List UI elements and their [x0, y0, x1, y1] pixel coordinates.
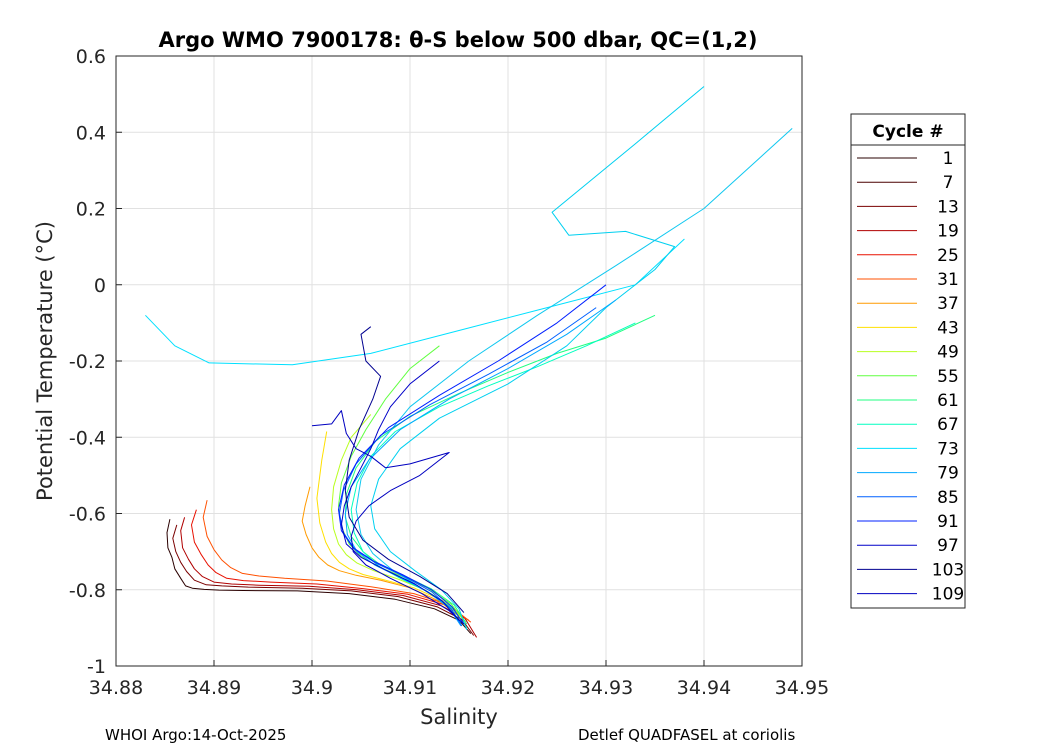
legend-label: 109: [932, 585, 964, 605]
x-tick-label: 34.94: [677, 677, 731, 699]
legend-entries: 1 7 13 19 25 31 37 43 49 55 61 67 73 79 85 91 97 103 109: [857, 149, 964, 605]
legend-label: 19: [937, 222, 959, 242]
legend-label: 43: [937, 318, 959, 338]
y-axis-label: Potential Temperature (°C): [33, 221, 57, 501]
legend-label: 73: [937, 439, 959, 459]
y-tick-label: 0: [94, 275, 106, 297]
y-axis-ticks: -1 -0.8 -0.6 -0.4 -0.2 0 0.2 0.4 0.6: [69, 46, 122, 678]
legend-label: 97: [937, 536, 959, 556]
footer-date-label: WHOI Argo:14-Oct-2025: [105, 726, 287, 744]
series-line: [172, 524, 475, 636]
series-line: [370, 86, 705, 630]
x-tick-label: 34.88: [89, 677, 143, 699]
legend-label: 37: [937, 294, 959, 314]
legend-box: [850, 113, 966, 609]
x-tick-label: 34.9: [291, 677, 333, 699]
legend-label: 103: [932, 560, 964, 580]
legend: Cycle # 1 7 13 19 25 31 37 43 49 55 61 67 73 79 85 91 97…: [850, 113, 966, 609]
x-tick-label: 34.95: [775, 677, 829, 699]
series-line: [202, 500, 472, 623]
y-tick-label: -0.6: [69, 504, 106, 526]
y-tick-label: 0.6: [76, 46, 106, 68]
legend-label: 55: [937, 367, 959, 387]
data-series: [145, 86, 793, 638]
legend-label: 61: [937, 391, 959, 411]
series-line: [355, 128, 793, 623]
legend-label: 85: [937, 488, 959, 508]
y-tick-label: -0.2: [69, 351, 106, 373]
y-tick-label: -1: [87, 656, 106, 678]
legend-label: 7: [943, 173, 954, 193]
series-line: [180, 517, 478, 638]
series-line: [166, 519, 472, 634]
x-tick-label: 34.89: [187, 677, 241, 699]
x-axis-label: Salinity: [420, 705, 498, 729]
y-tick-label: 0.2: [76, 199, 106, 221]
series-line: [191, 509, 470, 621]
y-tick-label: -0.4: [69, 427, 106, 449]
legend-label: 25: [937, 246, 959, 266]
legend-title: Cycle #: [872, 122, 943, 142]
x-tick-label: 34.91: [383, 677, 437, 699]
x-tick-label: 34.92: [481, 677, 535, 699]
grid-lines: [116, 56, 802, 666]
footer-author-label: Detlef QUADFASEL at coriolis: [578, 726, 796, 744]
series-line: [338, 284, 607, 625]
legend-label: 1: [943, 149, 954, 169]
legend-label: 67: [937, 415, 959, 435]
legend-label: 79: [937, 464, 959, 484]
x-axis-ticks: 34.88 34.89 34.9 34.91 34.92 34.93 34.94 34.95: [89, 660, 829, 699]
series-line: [316, 431, 462, 617]
series-line: [145, 238, 685, 366]
y-tick-label: 0.4: [76, 122, 106, 144]
series-line: [311, 410, 465, 625]
series-line: [344, 299, 617, 627]
x-tick-label: 34.93: [579, 677, 633, 699]
y-tick-label: -0.8: [69, 580, 106, 602]
chart-title: Argo WMO 7900178: θ-S below 500 dbar, QC…: [159, 28, 758, 52]
series-line: [344, 326, 465, 613]
legend-label: 13: [937, 197, 959, 217]
legend-label: 49: [937, 343, 959, 363]
legend-label: 31: [937, 270, 959, 290]
series-line: [340, 360, 460, 621]
legend-label: 91: [937, 512, 959, 532]
